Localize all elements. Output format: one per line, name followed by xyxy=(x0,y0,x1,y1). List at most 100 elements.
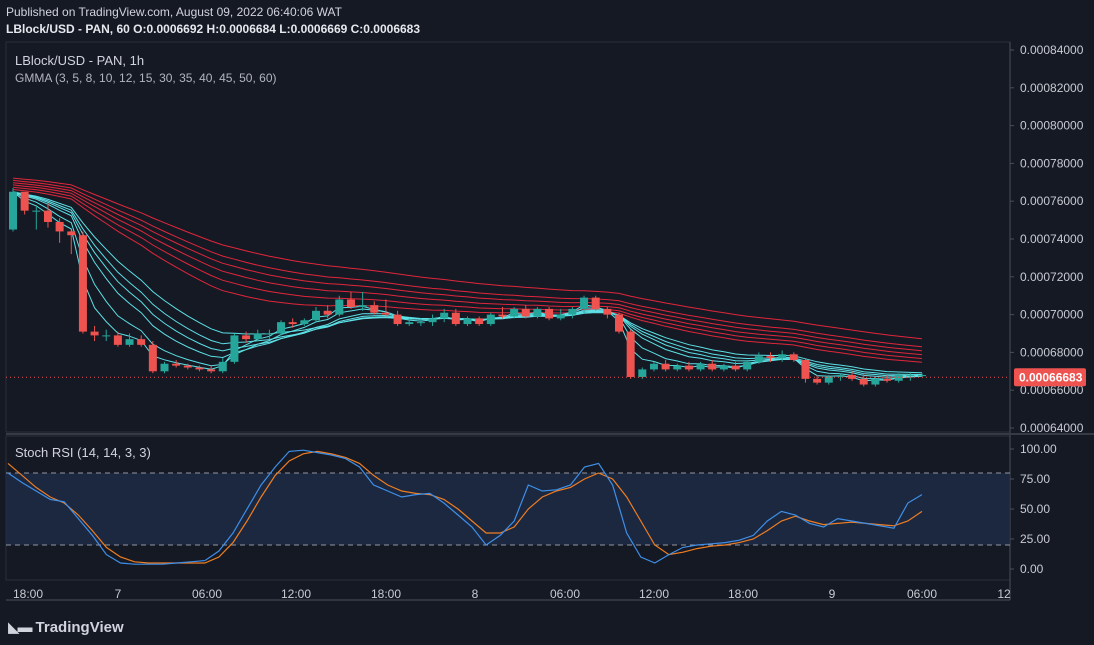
candle-body xyxy=(603,308,612,315)
candle-body xyxy=(172,363,181,366)
candle-body xyxy=(591,297,600,309)
candle xyxy=(160,361,169,374)
candle xyxy=(195,365,204,372)
candle xyxy=(708,359,717,372)
time-tick-label: 18:00 xyxy=(371,587,401,601)
candle-body xyxy=(230,335,239,362)
candle-body xyxy=(824,376,833,383)
tradingview-logo-icon: ◣▬ xyxy=(8,619,33,636)
candle-body xyxy=(451,312,460,325)
candle xyxy=(591,295,600,311)
candle xyxy=(626,329,635,379)
candle-body xyxy=(801,359,810,379)
candle xyxy=(883,375,892,383)
candle-body xyxy=(883,378,892,381)
candle-body xyxy=(708,363,717,370)
candle-body xyxy=(346,299,355,308)
candle xyxy=(859,373,868,387)
tradingview-logo[interactable]: ◣▬ TradingView xyxy=(8,618,124,637)
candle-body xyxy=(813,378,822,383)
candle xyxy=(731,361,740,372)
candle-body xyxy=(754,356,763,362)
candle xyxy=(207,365,216,374)
candle-body xyxy=(521,308,530,317)
candle xyxy=(545,307,554,321)
candle-body xyxy=(265,333,274,335)
candle xyxy=(615,312,623,334)
price-tick-label: 0.00066000 xyxy=(1020,383,1084,397)
candle xyxy=(300,318,309,326)
published-caption: Published on TradingView.com, August 09,… xyxy=(6,5,342,19)
candle xyxy=(463,316,472,326)
candle-body xyxy=(661,363,670,370)
candle-body xyxy=(848,375,857,379)
candle-body xyxy=(405,322,414,325)
candle xyxy=(102,329,111,342)
price-tick-label: 0.00078000 xyxy=(1020,156,1084,170)
candle xyxy=(137,335,146,347)
candle-body xyxy=(836,375,845,377)
candle xyxy=(696,361,705,372)
candle-body xyxy=(90,331,99,336)
candle xyxy=(288,318,297,328)
candle xyxy=(67,229,76,255)
price-tick-label: 0.00070000 xyxy=(1020,308,1084,322)
gmma-slow-ema-35 xyxy=(12,186,923,359)
candle xyxy=(172,359,181,368)
candle-body xyxy=(871,378,880,385)
gmma-legend: GMMA (3, 5, 8, 10, 12, 15, 30, 35, 40, 4… xyxy=(15,71,277,85)
time-tick-label: 06:00 xyxy=(550,587,580,601)
candle-body xyxy=(381,312,390,315)
tradingview-brand-text: TradingView xyxy=(35,618,124,636)
candle xyxy=(312,307,320,323)
candle-body xyxy=(277,322,286,334)
candle xyxy=(533,307,542,319)
candle xyxy=(743,359,752,372)
stoch-tick-label: 50.00 xyxy=(1020,502,1050,516)
candle-body xyxy=(463,318,472,325)
candle-body xyxy=(859,378,868,385)
price-tick-label: 0.00072000 xyxy=(1020,270,1084,284)
candle-body xyxy=(323,310,332,315)
candle xyxy=(848,371,857,381)
candle-body xyxy=(148,344,157,372)
time-tick-label: 9 xyxy=(829,587,836,601)
candle-body xyxy=(67,231,76,236)
candle-body xyxy=(626,331,635,377)
time-tick-label: 7 xyxy=(115,587,122,601)
candle-body xyxy=(242,335,251,340)
candle-body xyxy=(766,356,775,359)
gmma-slow-ema-40 xyxy=(12,184,923,356)
candle xyxy=(836,373,845,381)
candle-body xyxy=(9,191,17,230)
gmma-slow-ema-50 xyxy=(12,179,923,348)
candle xyxy=(55,218,64,243)
candle xyxy=(451,308,460,326)
time-tick-label: 18:00 xyxy=(13,587,43,601)
candle-body xyxy=(486,314,495,325)
candle-body xyxy=(125,339,134,345)
price-tick-label: 0.00064000 xyxy=(1020,421,1084,435)
candle xyxy=(20,191,29,215)
candle xyxy=(393,310,402,326)
candle xyxy=(43,203,52,228)
candle xyxy=(428,314,437,326)
candle xyxy=(335,295,344,317)
candle xyxy=(521,305,530,319)
stoch-k-line xyxy=(7,449,923,565)
candle xyxy=(510,307,519,319)
candle-body xyxy=(556,314,565,319)
candle-body xyxy=(20,191,29,211)
candle xyxy=(323,305,332,319)
candle-body xyxy=(195,367,204,370)
candle xyxy=(218,358,227,374)
time-tick-label: 18:00 xyxy=(728,587,758,601)
candle-body xyxy=(719,365,728,370)
price-tick-label: 0.00080000 xyxy=(1020,119,1084,133)
candle xyxy=(778,350,787,362)
candle-body xyxy=(32,210,41,212)
candle xyxy=(684,361,693,372)
candle-body xyxy=(55,221,64,232)
candle-body xyxy=(358,305,367,308)
